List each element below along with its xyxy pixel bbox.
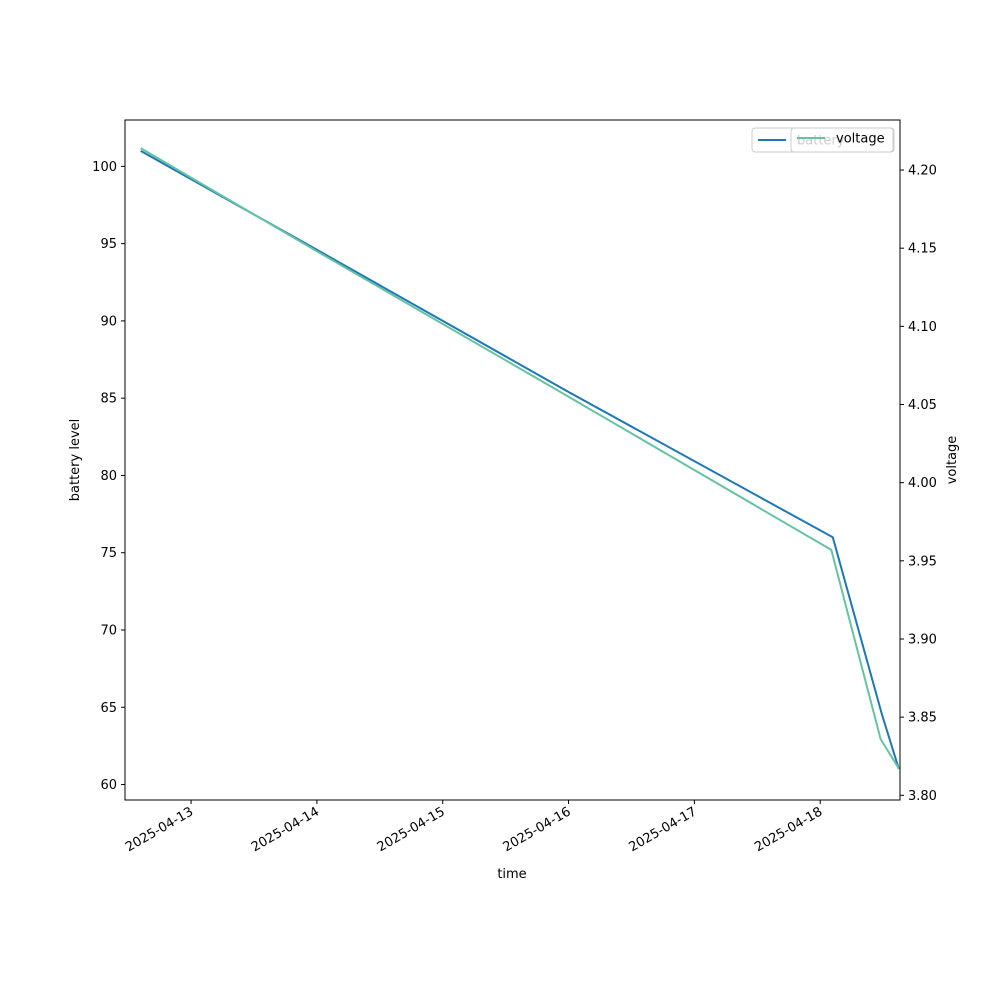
legend-label-voltage: voltage: [836, 132, 885, 147]
x-tick-label: 2025-04-17: [626, 804, 699, 855]
plot-frame: [124, 119, 901, 801]
legend-box-voltage: [790, 127, 894, 153]
left-tick-label: 95: [100, 237, 117, 252]
series-line-voltage: [140, 147, 900, 770]
right-tick-label: 4.20: [908, 164, 937, 179]
left-tick-label: 85: [100, 392, 117, 407]
left-tick-label: 100: [92, 160, 117, 175]
left-tick-label: 75: [100, 546, 117, 561]
x-tick-label: 2025-04-14: [249, 804, 322, 855]
right-tick-label: 4.15: [908, 242, 937, 257]
right-tick-label: 4.00: [908, 476, 937, 491]
x-tick-label: 2025-04-15: [375, 804, 448, 855]
right-tick-label: 4.10: [908, 320, 937, 335]
right-axis-label: voltage: [945, 436, 960, 485]
left-tick-label: 60: [100, 778, 117, 793]
x-tick-label: 2025-04-16: [501, 804, 574, 855]
x-tick-label: 2025-04-13: [123, 804, 196, 855]
x-axis: 2025-04-13 2025-04-14 2025-04-15 2025-04-16…: [123, 800, 825, 855]
right-tick-label: 3.80: [908, 789, 937, 804]
right-tick-label: 3.85: [908, 711, 937, 726]
x-axis-label: time: [497, 867, 526, 882]
lines-layer: [140, 147, 900, 770]
left-tick-label: 65: [100, 701, 117, 716]
series-line-battery: [140, 150, 900, 770]
left-tick-label: 70: [100, 624, 117, 639]
left-tick-label: 90: [100, 314, 117, 329]
x-tick-label: 2025-04-18: [752, 804, 825, 855]
left-axis: 60 65 70 75 80 85 90 95 100: [92, 160, 125, 793]
right-tick-label: 3.95: [908, 554, 937, 569]
right-axis: 3.80 3.85 3.90 3.95 4.00 4.05 4.10 4.15 4.20: [900, 164, 937, 804]
right-tick-label: 4.05: [908, 398, 937, 413]
left-tick-label: 80: [100, 469, 117, 484]
left-axis-label: battery level: [68, 419, 83, 502]
right-tick-label: 3.90: [908, 632, 937, 647]
legends: batteryvoltage: [751, 127, 895, 153]
